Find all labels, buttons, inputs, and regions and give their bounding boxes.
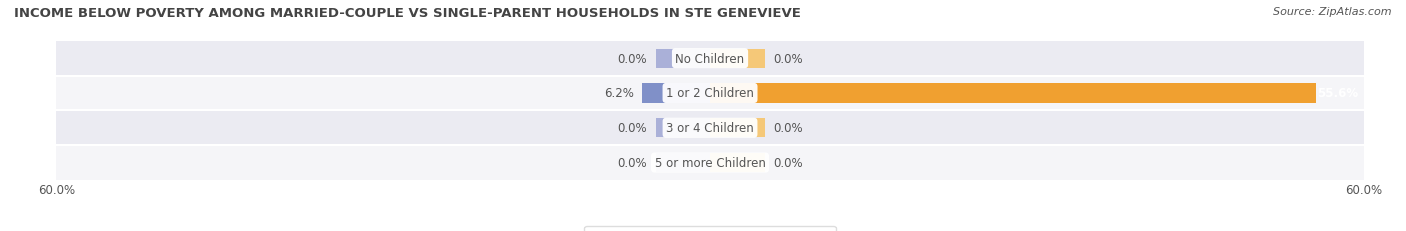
Bar [56,146,1364,180]
Bar [655,119,710,138]
Text: 0.0%: 0.0% [617,52,647,65]
Bar [643,84,710,103]
Text: 1 or 2 Children: 1 or 2 Children [666,87,754,100]
Text: 6.2%: 6.2% [605,87,634,100]
Bar [56,111,1364,146]
Text: 5 or more Children: 5 or more Children [655,156,765,169]
Bar [710,49,765,68]
Text: 0.0%: 0.0% [773,122,803,135]
Bar [655,153,710,172]
Bar [710,84,1316,103]
Text: 3 or 4 Children: 3 or 4 Children [666,122,754,135]
Bar [56,42,1364,76]
Text: 0.0%: 0.0% [773,156,803,169]
Bar [710,153,765,172]
Text: 0.0%: 0.0% [773,52,803,65]
Text: INCOME BELOW POVERTY AMONG MARRIED-COUPLE VS SINGLE-PARENT HOUSEHOLDS IN STE GEN: INCOME BELOW POVERTY AMONG MARRIED-COUPL… [14,7,801,20]
Legend: Married Couples, Single Parents: Married Couples, Single Parents [585,226,835,231]
Text: 0.0%: 0.0% [617,156,647,169]
Text: Source: ZipAtlas.com: Source: ZipAtlas.com [1274,7,1392,17]
Text: 55.6%: 55.6% [1317,87,1358,100]
Text: 0.0%: 0.0% [617,122,647,135]
Bar [56,76,1364,111]
Bar [655,49,710,68]
Text: No Children: No Children [675,52,745,65]
Bar [710,119,765,138]
